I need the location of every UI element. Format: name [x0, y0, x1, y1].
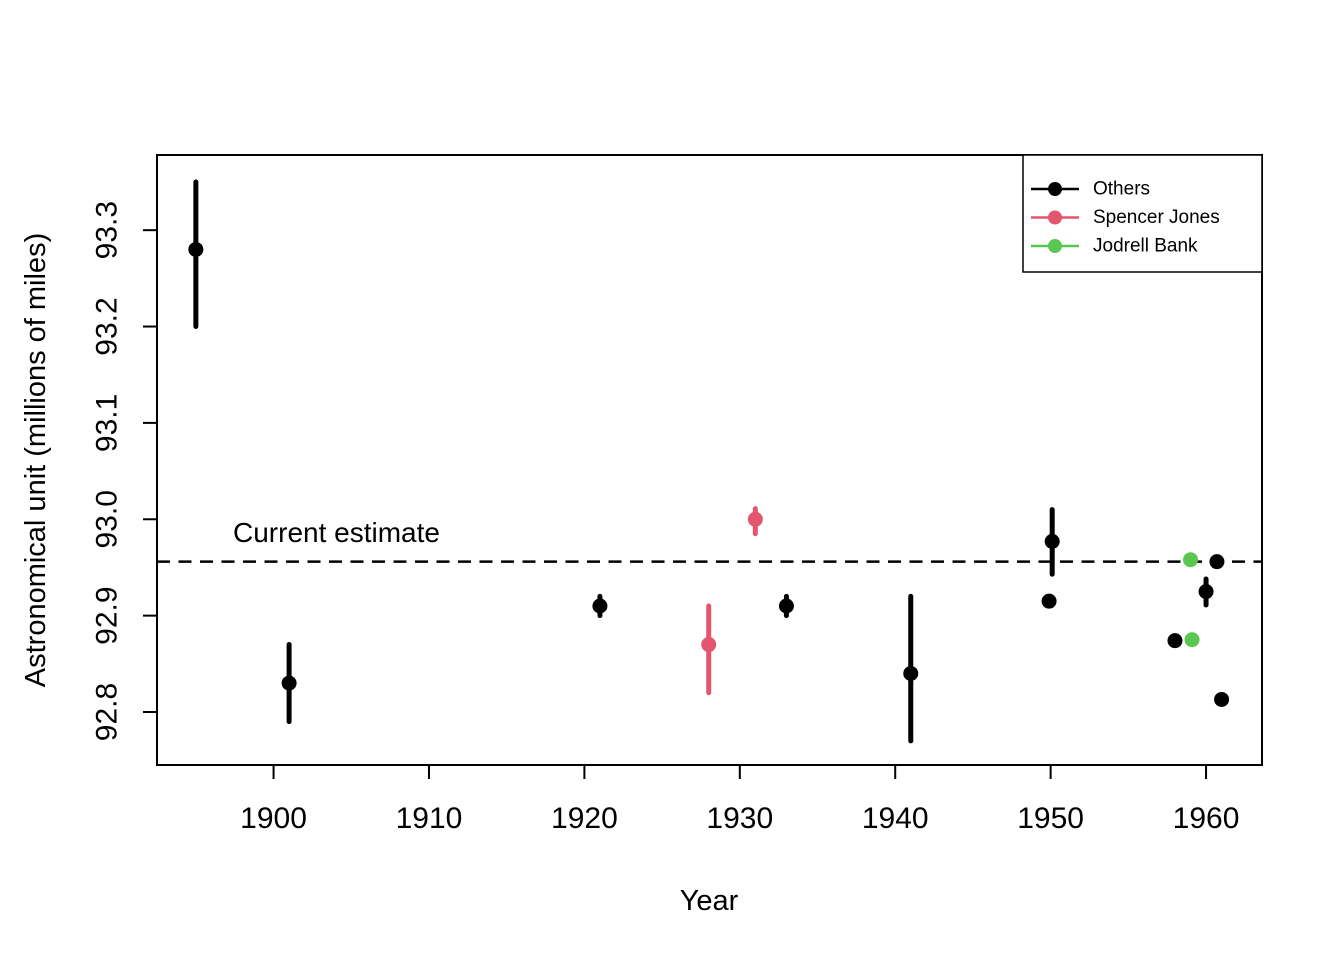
x-tick-label: 1920: [551, 802, 618, 835]
data-point: [592, 598, 608, 614]
series-others: [188, 179, 1230, 744]
data-point: [1184, 632, 1200, 648]
y-axis: 92.8 92.9 93.0 93.1 93.2 93.3: [91, 201, 157, 741]
y-tick-label: 92.8: [91, 683, 124, 741]
data-point: [1167, 633, 1183, 649]
data-point: [1209, 554, 1225, 570]
plot-border: [156, 154, 1263, 766]
legend-box: [1022, 154, 1263, 273]
legend-marker-dot: [1048, 210, 1062, 225]
y-tick-label: 93.0: [91, 490, 124, 548]
legend-label: Others: [1093, 179, 1150, 200]
y-tick-label: 93.1: [91, 394, 124, 452]
data-point: [1214, 691, 1230, 707]
data-point: [903, 665, 919, 681]
data-point: [188, 241, 204, 257]
legend-marker-dot: [1048, 182, 1062, 196]
x-axis: 1900 1910 1920 1930 1940 1950 1960: [240, 765, 1239, 835]
legend-entry: Spencer Jones: [1031, 207, 1220, 228]
data-point: [701, 637, 717, 653]
x-tick-label: 1910: [396, 802, 463, 835]
series-jodrell-bank: [1183, 552, 1200, 648]
x-tick-label: 1900: [240, 802, 307, 835]
data-point: [281, 675, 297, 691]
series-spencer-jones: [701, 506, 763, 696]
y-tick-label: 93.2: [91, 297, 124, 355]
data-series: [188, 179, 1230, 744]
legend: Others Spencer Jones Jodrell Bank: [1022, 154, 1263, 273]
legend-entry: Others: [1031, 179, 1150, 200]
x-tick-label: 1960: [1173, 802, 1240, 835]
data-point: [1183, 552, 1199, 568]
current-estimate-label: Current estimate: [233, 517, 440, 548]
data-point: [778, 598, 794, 614]
y-tick-label: 93.3: [91, 201, 124, 259]
x-tick-label: 1950: [1017, 802, 1084, 835]
data-point: [747, 511, 763, 527]
data-point: [1041, 593, 1057, 609]
data-point: [1198, 584, 1214, 600]
x-axis-title: Year: [680, 885, 739, 917]
legend-label: Jodrell Bank: [1093, 236, 1198, 257]
plot-box: [156, 154, 1263, 766]
legend-entry: Jodrell Bank: [1031, 236, 1198, 257]
y-tick-label: 92.9: [91, 586, 124, 644]
data-point: [1044, 533, 1060, 549]
legend-marker-dot: [1048, 239, 1062, 253]
x-tick-label: 1930: [706, 802, 773, 835]
x-tick-label: 1940: [862, 802, 929, 835]
legend-label: Spencer Jones: [1093, 207, 1220, 228]
y-axis-title: Astronomical unit (millions of miles): [20, 233, 52, 687]
